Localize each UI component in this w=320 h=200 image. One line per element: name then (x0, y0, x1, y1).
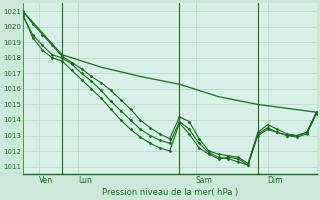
X-axis label: Pression niveau de la mer( hPa ): Pression niveau de la mer( hPa ) (101, 188, 238, 197)
